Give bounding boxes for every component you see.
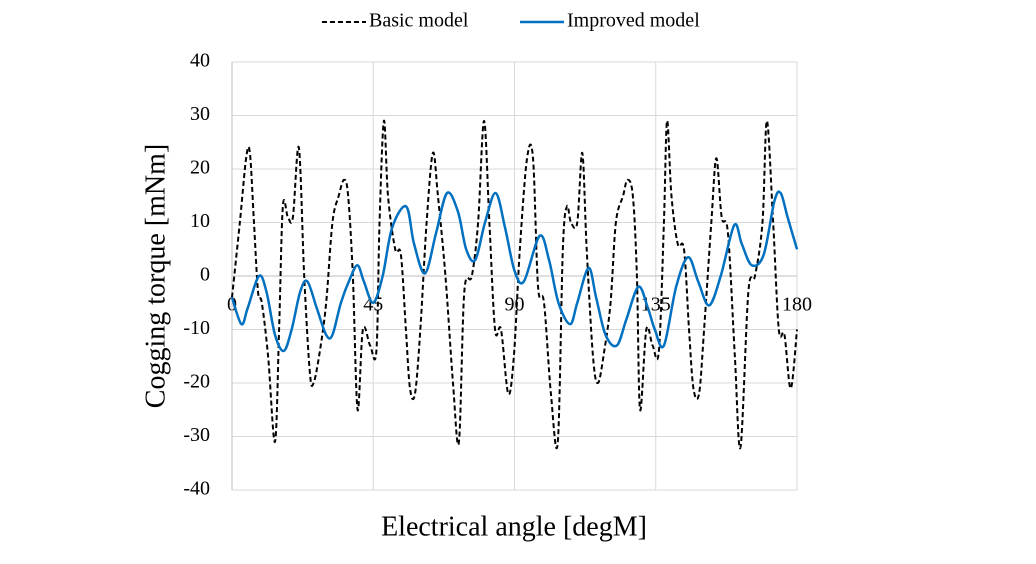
series-line (231, 119, 798, 450)
y-tick-label: 10 (190, 210, 210, 232)
y-tick-label: -20 (183, 371, 210, 393)
x-tick-label: 90 (505, 294, 525, 316)
y-tick-label: 40 (190, 50, 210, 72)
y-tick-label: -40 (183, 478, 210, 500)
y-tick-label: 30 (190, 103, 210, 125)
y-tick-label: 20 (190, 157, 210, 179)
x-tick-label: 45 (363, 294, 383, 316)
legend-label: Improved model (567, 10, 700, 32)
y-axis-label: Cogging torque [mNm] (140, 144, 171, 408)
legend-label: Basic model (369, 10, 469, 32)
series-line (230, 190, 799, 353)
x-axis-label: Electrical angle [degM] (381, 511, 647, 542)
x-tick-label: 180 (782, 294, 812, 316)
y-tick-label: 0 (200, 264, 210, 286)
y-tick-label: -10 (183, 317, 210, 339)
y-tick-label: -30 (183, 424, 210, 446)
